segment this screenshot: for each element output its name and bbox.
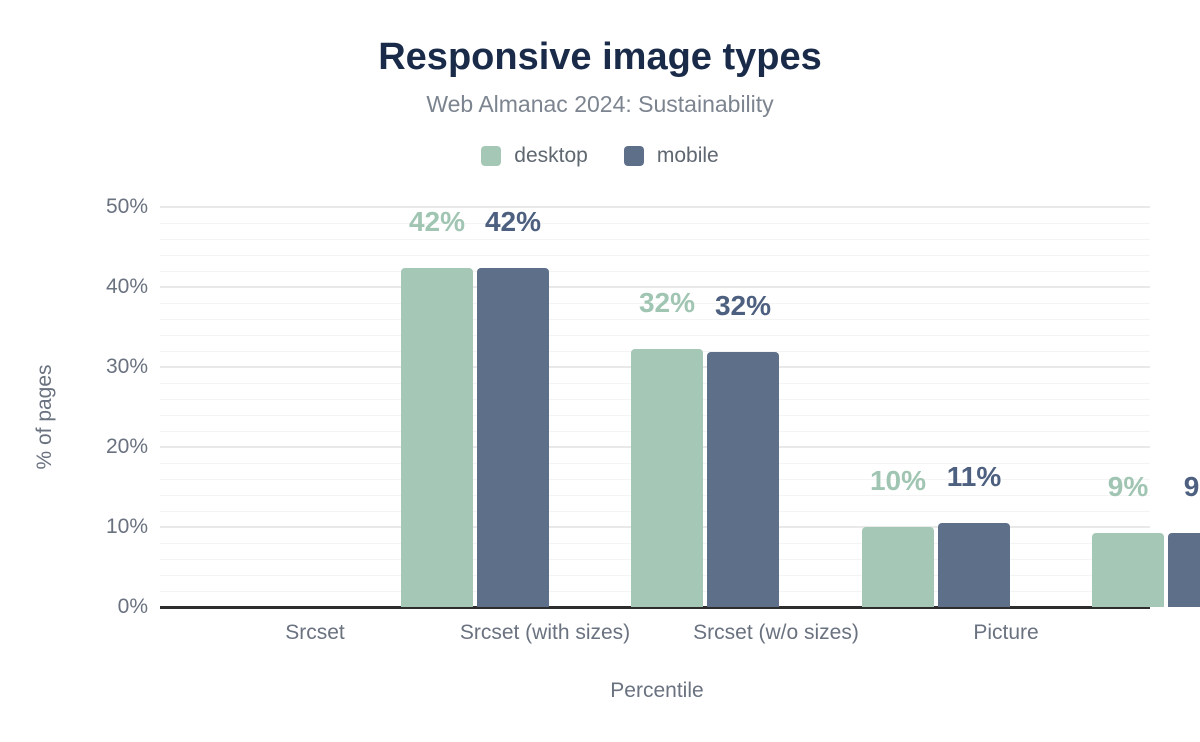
x-tick-label: Srcset (w/o sizes) (693, 621, 859, 644)
value-label-mobile-2: 11% (946, 461, 1002, 492)
minor-gridline (160, 303, 1150, 304)
legend: desktop mobile (0, 144, 1200, 168)
x-axis-title: Percentile (610, 679, 704, 702)
value-label-mobile-1: 32% (714, 289, 772, 321)
value-label-desktop-3: 9% (1107, 471, 1149, 503)
bar-desktop-1[interactable] (631, 348, 703, 607)
legend-item-desktop: desktop (481, 144, 588, 168)
value-label-mobile-0: 42% (484, 205, 542, 237)
major-gridline (160, 286, 1150, 288)
minor-gridline (160, 223, 1150, 224)
bar-desktop-3[interactable] (1092, 533, 1164, 607)
bar-mobile-1[interactable] (707, 351, 779, 607)
legend-swatch-desktop (481, 146, 502, 166)
y-tick-label: 0% (117, 595, 148, 618)
minor-gridline (160, 319, 1150, 320)
y-tick-label: 30% (105, 355, 148, 378)
legend-label-mobile: mobile (656, 144, 719, 167)
bar-mobile-0[interactable] (477, 267, 549, 607)
x-axis-line (160, 606, 1150, 609)
minor-gridline (160, 239, 1150, 240)
plot-area: 42% 32% 10% 9% 42% 32% 11% 9% (160, 205, 1200, 609)
x-tick-label: Srcset (with sizes) (459, 621, 631, 644)
minor-gridline (160, 255, 1150, 256)
value-label-mobile-3: 9% (1183, 471, 1200, 503)
legend-label-desktop: desktop (514, 144, 588, 167)
y-tick-label: 40% (105, 275, 148, 298)
chart-title: Responsive image types (378, 36, 822, 78)
minor-gridline (160, 335, 1150, 336)
x-tick-label: Srcset (285, 621, 345, 644)
bar-mobile-3[interactable] (1168, 533, 1200, 607)
value-label-desktop-0: 42% (408, 205, 466, 237)
chart-subtitle: Web Almanac 2024: Sustainability (426, 91, 774, 117)
value-label-desktop-2: 10% (869, 465, 927, 496)
legend-swatch-mobile (623, 146, 644, 166)
bar-desktop-2[interactable] (862, 527, 934, 607)
legend-item-mobile: mobile (623, 144, 719, 168)
y-tick-label: 20% (105, 435, 148, 458)
y-tick-label: 50% (105, 195, 148, 218)
y-tick-label: 10% (105, 515, 148, 538)
value-label-desktop-1: 32% (638, 286, 696, 318)
x-tick-label: Picture (973, 621, 1039, 644)
y-axis-title: % of pages (33, 364, 56, 470)
bar-mobile-2[interactable] (938, 523, 1010, 607)
minor-gridline (160, 271, 1150, 272)
bar-desktop-0[interactable] (401, 267, 473, 607)
major-gridline (160, 206, 1150, 208)
